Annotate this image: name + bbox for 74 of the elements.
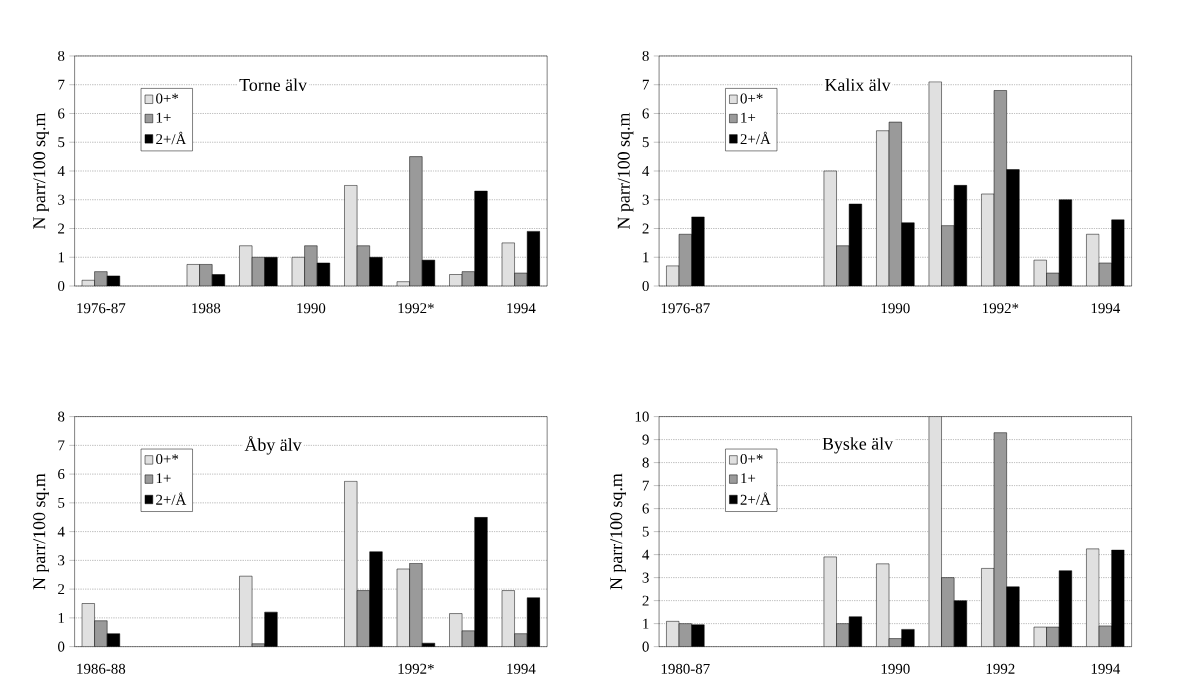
x-tick-label: 1976-87 bbox=[77, 303, 126, 314]
x-tick-label: 1992* bbox=[983, 303, 1019, 314]
y-tick-label: 0 bbox=[642, 281, 649, 292]
y-axis-title: N parr/100 sq.m bbox=[33, 112, 49, 229]
y-tick-label: 5 bbox=[642, 526, 649, 537]
y-tick-label: 5 bbox=[58, 137, 65, 148]
x-tick-label: 1992* bbox=[398, 663, 434, 674]
legend-label: 2+/Å bbox=[740, 131, 771, 145]
y-tick-label: 0 bbox=[642, 641, 649, 652]
y-tick-label: 0 bbox=[58, 641, 65, 652]
x-tick-label: 1980-87 bbox=[661, 663, 710, 674]
y-tick-label: 8 bbox=[58, 411, 65, 422]
legend-label: 1+ bbox=[741, 473, 756, 484]
y-tick-label: 6 bbox=[642, 108, 649, 119]
x-tick-label: 1992 bbox=[986, 663, 1015, 674]
y-tick-label: 7 bbox=[642, 79, 649, 90]
legend-label: 0+* bbox=[740, 454, 763, 465]
x-tick-label: 1990 bbox=[881, 663, 910, 674]
y-tick-label: 3 bbox=[58, 555, 65, 566]
legend-label: 1+ bbox=[156, 112, 171, 123]
y-tick-label: 6 bbox=[642, 503, 649, 514]
text: Åby älv bbox=[244, 436, 302, 455]
y-tick-label: 3 bbox=[58, 194, 65, 205]
y-tick-label: 1 bbox=[58, 252, 65, 263]
y-axis-title: N parr/100 sq.m bbox=[610, 473, 626, 590]
y-tick-label: 6 bbox=[58, 108, 65, 119]
legend-label: 0+* bbox=[156, 454, 179, 465]
y-tick-label: 2 bbox=[642, 595, 649, 606]
legend-label: 0+* bbox=[740, 93, 763, 104]
x-tick-label: 1992* bbox=[398, 303, 434, 314]
y-tick-label: 4 bbox=[642, 166, 650, 176]
x-tick-label: 1994 bbox=[1091, 663, 1121, 674]
y-tick-label: 2 bbox=[642, 223, 649, 234]
x-tick-label: 1988 bbox=[192, 303, 221, 314]
y-tick-label: 8 bbox=[642, 457, 649, 468]
y-tick-label: 9 bbox=[642, 434, 649, 445]
x-tick-label: 1994 bbox=[507, 663, 536, 674]
y-tick-label: 1 bbox=[58, 612, 65, 623]
text: Kalix älv bbox=[824, 78, 891, 92]
text: Byske älv bbox=[822, 437, 894, 454]
legend-label: 2+/Å bbox=[156, 492, 187, 505]
y-axis-title: N parr/100 sq.m bbox=[33, 473, 49, 590]
text: Torne älv bbox=[239, 78, 308, 92]
legend-label: 1+ bbox=[156, 473, 171, 484]
y-tick-label: 4 bbox=[642, 549, 650, 560]
legend-label: 2+/Å bbox=[740, 492, 771, 505]
y-tick-label: 4 bbox=[57, 526, 65, 537]
y-tick-label: 7 bbox=[58, 79, 65, 90]
y-tick-label: 2 bbox=[58, 584, 65, 595]
legend-label: 1+ bbox=[741, 112, 756, 123]
y-tick-label: 1 bbox=[643, 252, 649, 263]
y-tick-label: 5 bbox=[58, 497, 65, 508]
y-tick-label: 2 bbox=[58, 223, 65, 234]
y-tick-label: 6 bbox=[58, 469, 65, 480]
y-tick-label: 8 bbox=[58, 50, 65, 62]
y-axis-title: N parr/100 sq.m bbox=[617, 112, 634, 229]
x-tick-label: 1994 bbox=[507, 303, 536, 314]
x-tick-label: 1986-88 bbox=[77, 663, 126, 674]
y-tick-label: 0 bbox=[58, 281, 65, 292]
legend-label: 2+/Å bbox=[156, 131, 187, 145]
y-tick-label: 8 bbox=[642, 50, 649, 62]
y-tick-label: 1 bbox=[643, 618, 649, 629]
x-tick-label: 1994 bbox=[1091, 303, 1121, 314]
x-tick-label: 1990 bbox=[881, 303, 910, 314]
y-tick-label: 4 bbox=[57, 166, 65, 176]
x-tick-label: 1990 bbox=[297, 303, 326, 314]
y-tick-label: 7 bbox=[642, 480, 649, 491]
y-tick-label: 7 bbox=[58, 440, 65, 451]
y-tick-label: 3 bbox=[642, 572, 649, 583]
legend-label: 0+* bbox=[156, 93, 179, 104]
y-tick-label: 5 bbox=[642, 137, 649, 148]
y-tick-label: 3 bbox=[642, 194, 649, 205]
y-tick-label: 10 bbox=[635, 411, 649, 422]
x-tick-label: 1976-87 bbox=[661, 303, 710, 314]
